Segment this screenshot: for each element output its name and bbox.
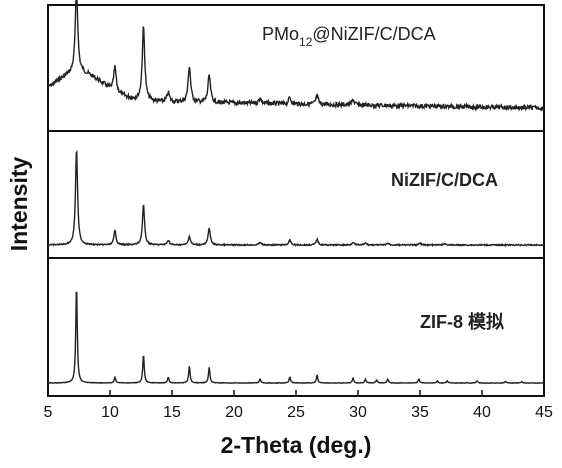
series-label-pmo12-sub: 12 <box>299 35 313 49</box>
panel-middle <box>47 130 545 259</box>
series-label-pmo12-main: PMo <box>262 24 299 44</box>
series-label-nizif: NiZIF/C/DCA <box>391 170 498 190</box>
x-axis-label: 2-Theta (deg.) <box>221 432 372 458</box>
x-tick-label-25: 25 <box>287 404 305 421</box>
x-tick-label-30: 30 <box>349 404 367 421</box>
curves-group <box>47 0 545 385</box>
series-line-3 <box>47 291 545 385</box>
x-tick-label-10: 10 <box>101 404 119 421</box>
series-label-pmo12: PMo12@NiZIF/C/DCA <box>262 24 436 49</box>
y-axis-label: Intensity <box>6 157 32 252</box>
x-tick-label-15: 15 <box>163 404 181 421</box>
x-tick-label-5: 5 <box>44 404 53 421</box>
series-line-2 <box>47 149 545 248</box>
x-tick-label-40: 40 <box>473 404 491 421</box>
x-tick-label-35: 35 <box>411 404 429 421</box>
series-label-pmo12-rest: @NiZIF/C/DCA <box>312 24 435 44</box>
series-label-zif8: ZIF-8 模拟 <box>420 311 504 332</box>
series-line-1 <box>47 0 545 112</box>
x-tick-label-20: 20 <box>225 404 243 421</box>
x-tick-label-45: 45 <box>535 404 553 421</box>
x-ticks-group: 5 10 15 20 25 30 35 40 45 <box>44 390 553 421</box>
